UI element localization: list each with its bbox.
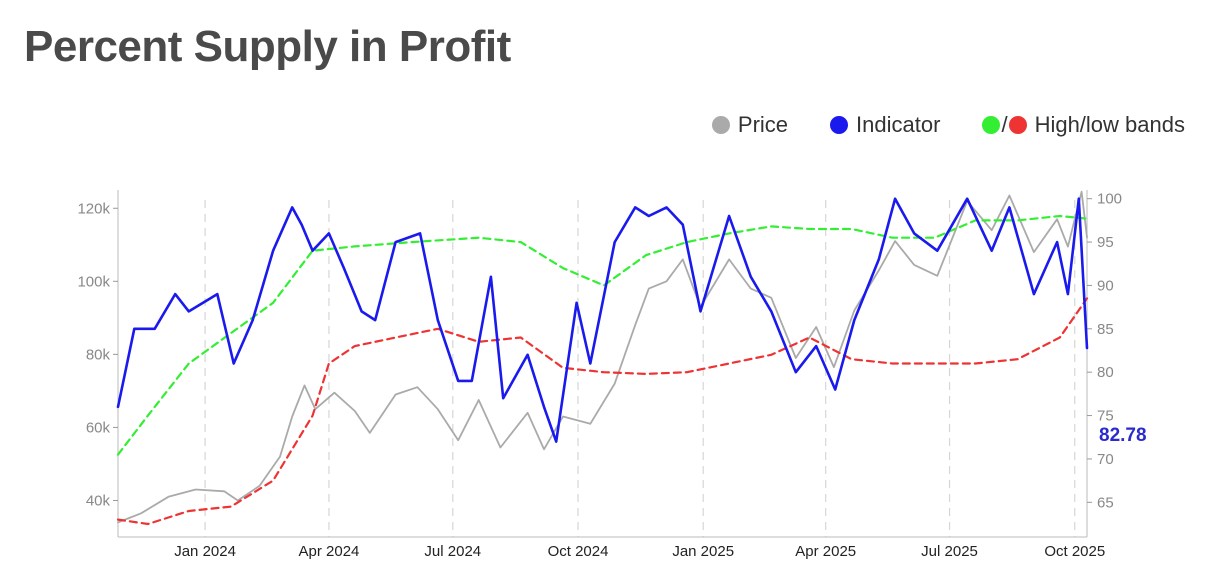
y-right-tick-label: 70 bbox=[1097, 451, 1114, 468]
y-right-tick-label: 80 bbox=[1097, 364, 1114, 381]
x-tick-label: Oct 2024 bbox=[548, 543, 609, 560]
y-left-tick-label: 40k bbox=[86, 492, 111, 509]
x-tick-label: Jan 2025 bbox=[672, 543, 734, 560]
high-band-line bbox=[116, 214, 1089, 456]
y-right-tick-label: 95 bbox=[1097, 234, 1114, 251]
x-tick-label: Oct 2025 bbox=[1044, 543, 1105, 560]
legend-label-price: Price bbox=[737, 112, 789, 137]
legend-label-bands: High/low bands bbox=[1034, 112, 1185, 137]
y-right-tick-label: 90 bbox=[1097, 277, 1114, 294]
y-right-tick-label: 100 bbox=[1097, 191, 1122, 208]
chart-legend: Price Indicator / High/low bands bbox=[711, 112, 1185, 138]
high-band-legend-dot bbox=[982, 116, 1001, 134]
y-left-tick-label: 120k bbox=[77, 200, 110, 217]
legend-item-indicator[interactable]: Indicator bbox=[830, 112, 940, 138]
price-line bbox=[117, 190, 1088, 524]
legend-label-indicator: Indicator bbox=[856, 112, 941, 137]
legend-item-bands[interactable]: / High/low bands bbox=[982, 112, 1185, 138]
x-tick-label: Apr 2024 bbox=[299, 543, 360, 560]
low-band-legend-dot bbox=[1008, 116, 1027, 134]
y-right-tick-label: 65 bbox=[1097, 494, 1114, 511]
legend-separator: / bbox=[1001, 112, 1008, 137]
indicator-last-value-label: 82.78 bbox=[1099, 425, 1147, 446]
indicator-legend-dot bbox=[830, 116, 849, 134]
x-tick-label: Jul 2024 bbox=[424, 543, 481, 560]
y-left-tick-label: 100k bbox=[77, 273, 110, 290]
x-tick-label: Jul 2025 bbox=[921, 543, 978, 560]
low-band-line bbox=[116, 297, 1089, 526]
page-title: Percent Supply in Profit bbox=[24, 22, 511, 71]
y-right-tick-label: 75 bbox=[1097, 408, 1114, 425]
y-right-tick-label: 85 bbox=[1097, 321, 1114, 338]
x-tick-label: Jan 2024 bbox=[174, 543, 236, 560]
y-left-tick-label: 80k bbox=[86, 346, 111, 363]
x-tick-label: Apr 2025 bbox=[795, 543, 856, 560]
indicator-line bbox=[116, 197, 1089, 443]
price-legend-dot bbox=[711, 116, 730, 134]
legend-item-price[interactable]: Price bbox=[711, 112, 789, 138]
y-left-tick-label: 60k bbox=[86, 419, 111, 436]
